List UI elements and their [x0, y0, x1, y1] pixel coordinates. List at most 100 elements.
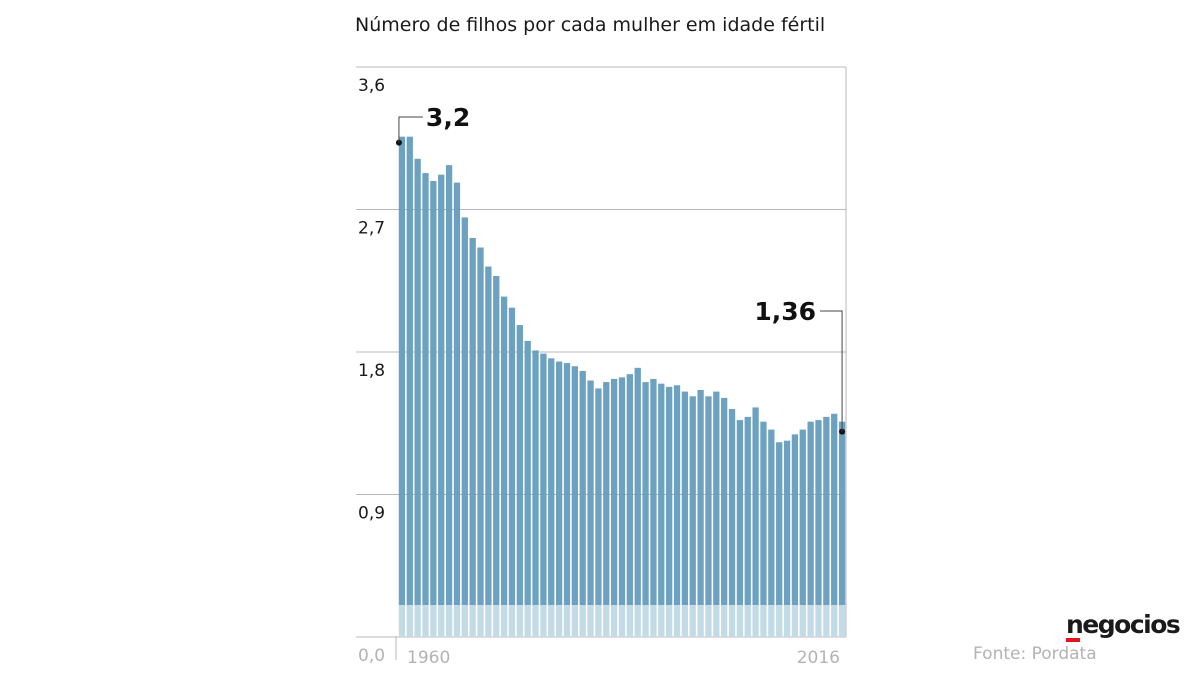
- bar-base: [634, 605, 641, 637]
- bar-base: [398, 605, 406, 637]
- bar-base: [618, 605, 626, 637]
- bar-base: [508, 605, 516, 637]
- x-tick-label: 2016: [797, 648, 840, 668]
- bar-base: [697, 605, 704, 637]
- bar: [563, 363, 571, 605]
- bar: [634, 367, 641, 605]
- bar-base: [760, 605, 767, 637]
- bars: [398, 136, 846, 637]
- bar: [752, 407, 759, 605]
- bar-base: [705, 605, 712, 637]
- bar: [783, 440, 791, 605]
- bar-base: [414, 605, 421, 637]
- y-tick-label: 0,0: [358, 646, 385, 666]
- annotations: 3,2 1,36: [395, 103, 846, 435]
- bar: [595, 388, 602, 605]
- bar: [689, 396, 696, 605]
- bar-base: [728, 605, 736, 637]
- bar-base: [445, 605, 453, 637]
- bar: [398, 136, 406, 605]
- bar-base: [838, 605, 846, 637]
- bar-base: [524, 605, 531, 637]
- bar: [422, 173, 429, 606]
- bar-base: [650, 605, 657, 637]
- bar: [461, 217, 468, 605]
- bar: [493, 276, 500, 605]
- bar-base: [776, 605, 783, 637]
- chart-title: Número de filhos por cada mulher em idad…: [355, 14, 826, 36]
- bar: [485, 266, 492, 605]
- bar: [673, 385, 681, 605]
- y-tick-label: 1,8: [358, 361, 385, 381]
- bar-base: [783, 605, 791, 637]
- annotation-label: 1,36: [754, 297, 816, 326]
- bar-base: [477, 605, 484, 637]
- bar-base: [681, 605, 689, 637]
- bar-base: [493, 605, 500, 637]
- bar-base: [713, 605, 720, 637]
- source-note: Fonte: Pordata: [973, 644, 1097, 664]
- bar-base: [540, 605, 547, 637]
- bar: [532, 350, 539, 605]
- bar-base: [571, 605, 578, 637]
- bar-base: [406, 605, 413, 637]
- bar: [438, 174, 445, 605]
- logo-accent-bar: [1066, 638, 1080, 642]
- bar: [807, 421, 814, 605]
- bar: [445, 165, 453, 605]
- bar: [524, 340, 531, 605]
- axis-labels: 0,0 0,9 1,8 2,7 3,6 1960 2016: [358, 76, 840, 668]
- bar: [666, 386, 673, 605]
- bar: [697, 390, 704, 605]
- bar-base: [807, 605, 814, 637]
- annotation-label: 3,2: [426, 103, 470, 132]
- x-tick-label: 1960: [407, 648, 450, 668]
- bar-base: [469, 605, 476, 637]
- bar: [728, 409, 736, 605]
- bar: [618, 377, 626, 605]
- bar: [477, 247, 484, 605]
- bar: [650, 378, 657, 605]
- bar-base: [815, 605, 822, 637]
- bar-base: [744, 605, 751, 637]
- bar-base: [595, 605, 602, 637]
- bar: [823, 416, 830, 605]
- bar: [453, 182, 461, 606]
- y-tick-label: 3,6: [358, 76, 385, 96]
- bar: [831, 413, 838, 605]
- bar-base: [673, 605, 681, 637]
- bar: [540, 353, 547, 605]
- bar-base: [532, 605, 539, 637]
- bar-base: [438, 605, 445, 637]
- bar: [603, 382, 610, 605]
- bar-base: [831, 605, 838, 637]
- annotation-leader: [820, 310, 843, 432]
- bar-base: [823, 605, 830, 637]
- bar: [681, 391, 689, 605]
- bar: [626, 374, 634, 605]
- bar-base: [658, 605, 665, 637]
- bar: [571, 366, 578, 605]
- bar: [713, 391, 720, 605]
- bar-base: [666, 605, 673, 637]
- bar: [658, 383, 665, 605]
- bar-base: [799, 605, 806, 637]
- bar: [610, 378, 618, 605]
- bar-base: [485, 605, 492, 637]
- bar: [744, 416, 751, 605]
- bar: [508, 307, 516, 605]
- bar-base: [579, 605, 586, 637]
- bar: [791, 434, 799, 605]
- bar-base: [610, 605, 618, 637]
- bar: [469, 238, 476, 605]
- bar-base: [791, 605, 799, 637]
- bar-base: [689, 605, 696, 637]
- bar: [736, 420, 744, 605]
- bar-base: [461, 605, 468, 637]
- negocios-logo: negocios: [1066, 610, 1181, 639]
- bar: [587, 380, 594, 605]
- bar-base: [626, 605, 634, 637]
- bar-base: [563, 605, 571, 637]
- bar-base: [555, 605, 563, 637]
